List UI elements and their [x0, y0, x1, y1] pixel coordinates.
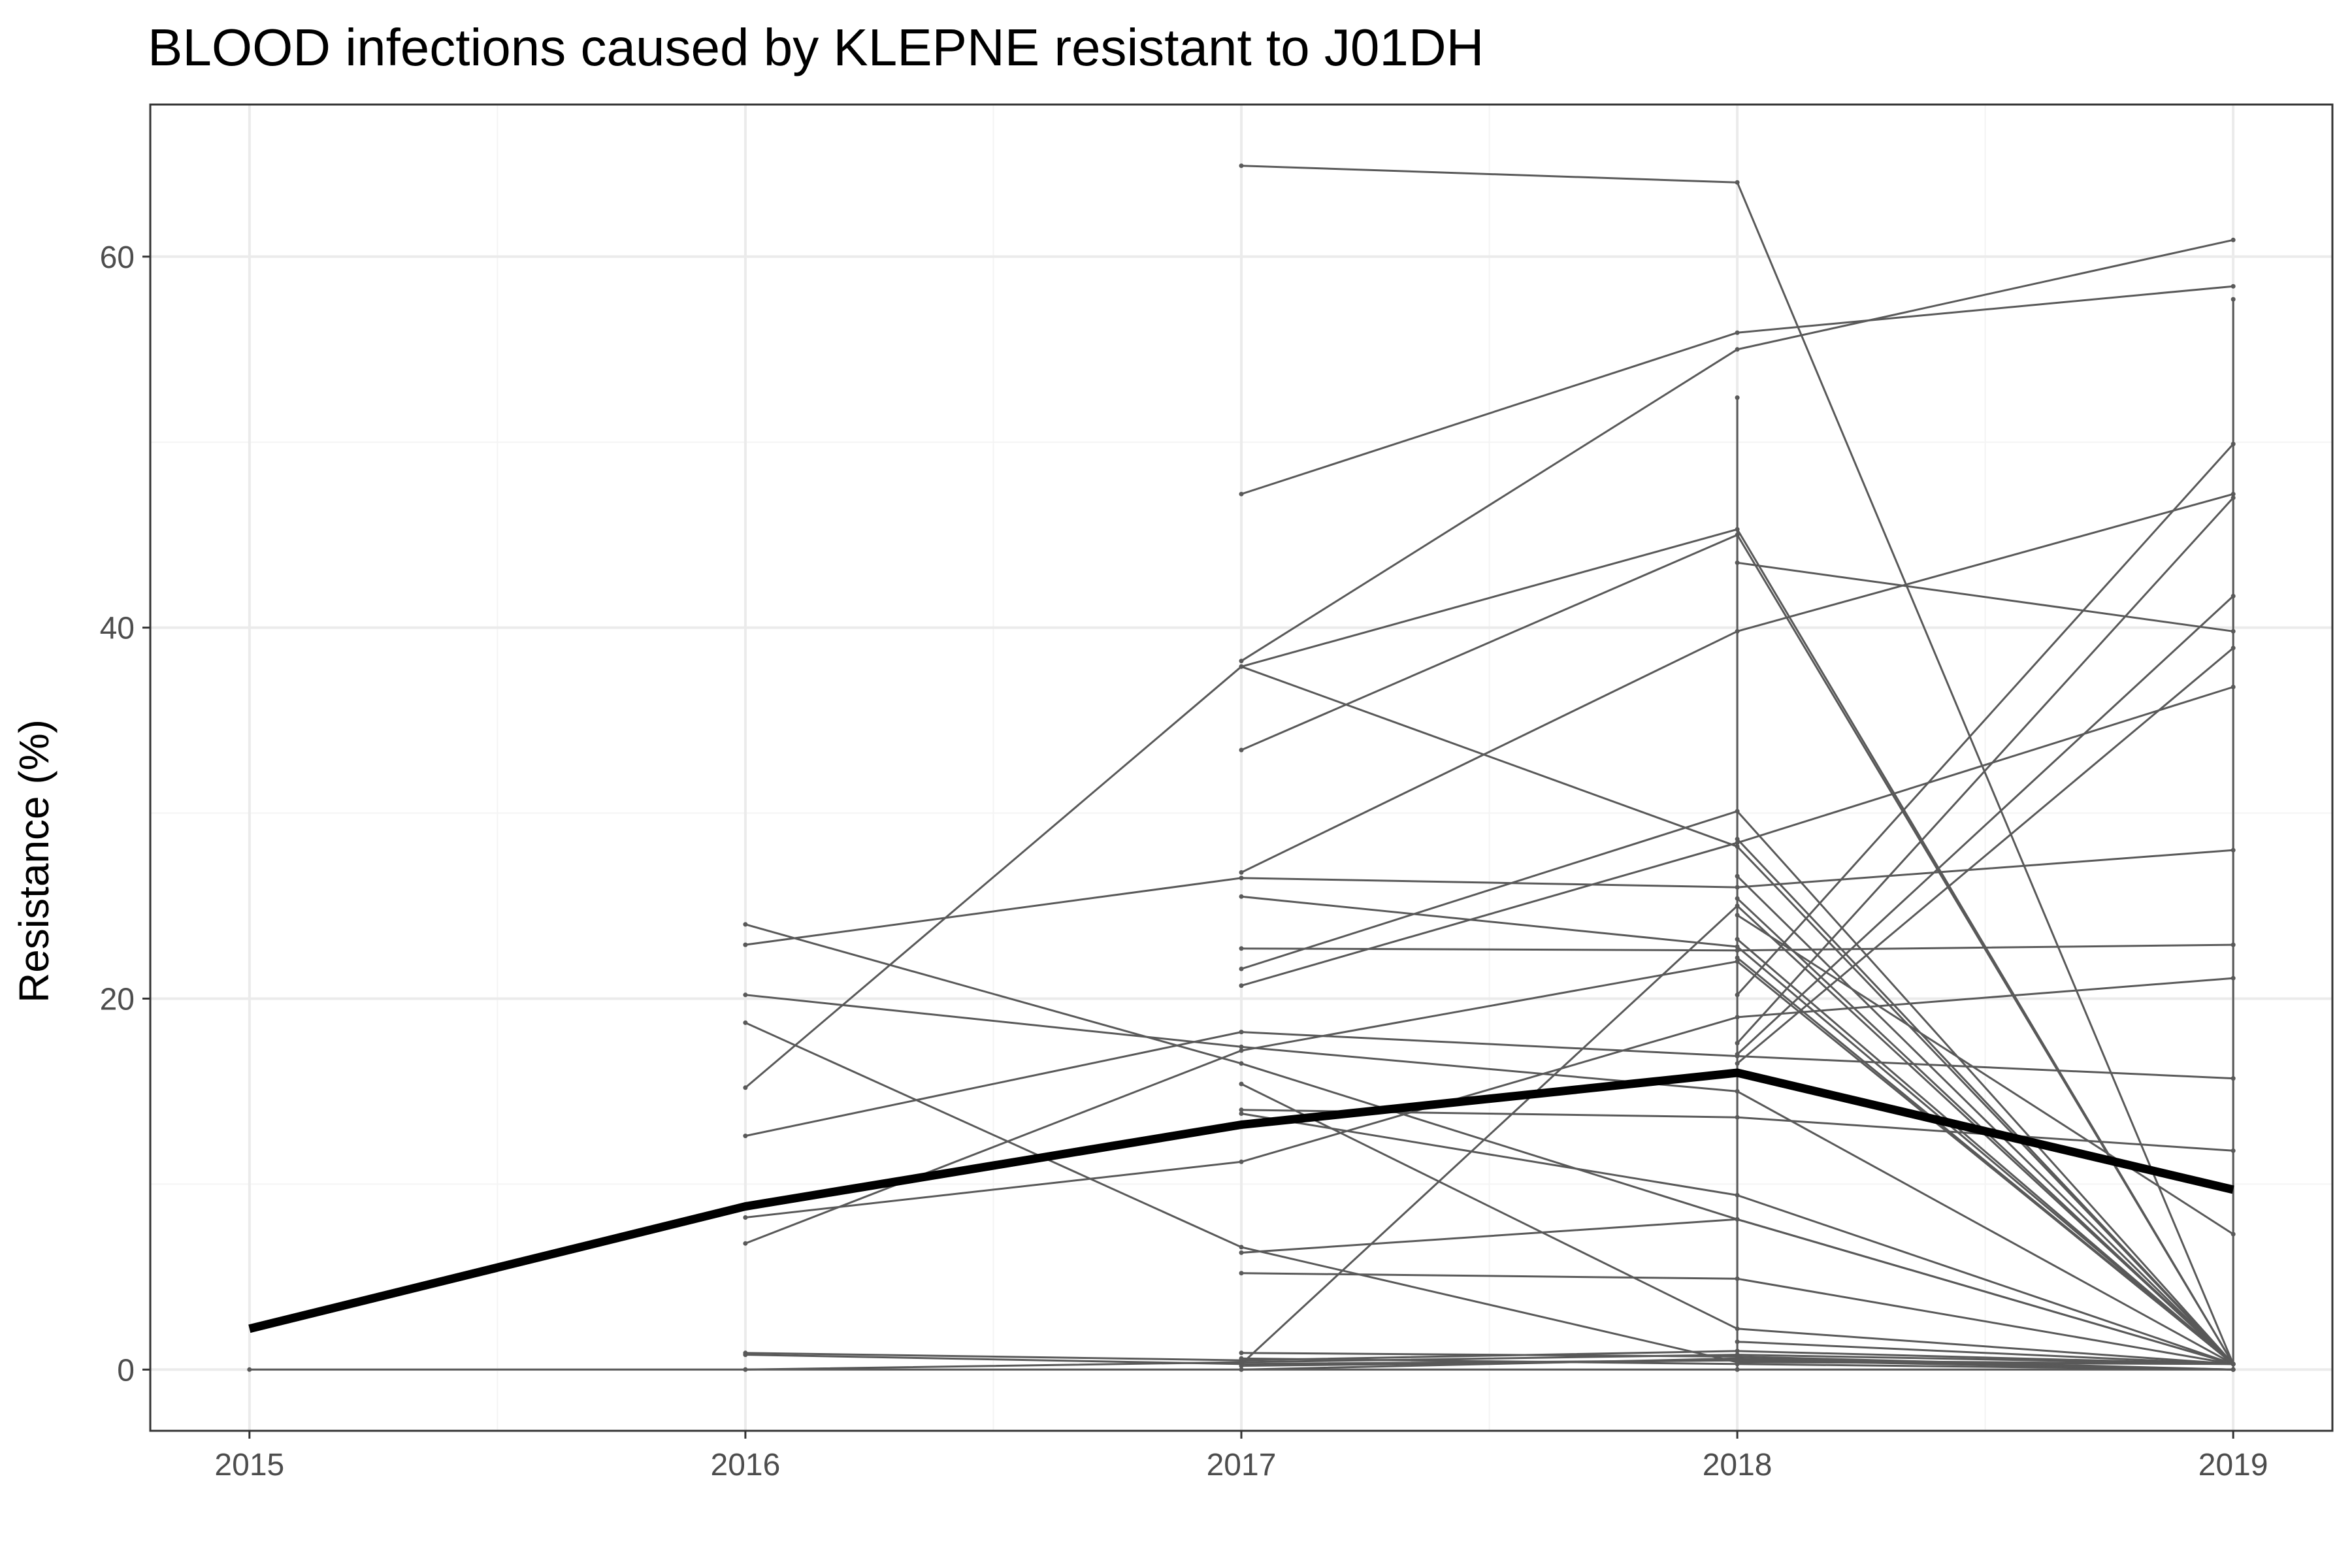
y-tick-label-0: 0 — [117, 1353, 135, 1388]
series-line-15 — [745, 1031, 2234, 1137]
series-lines — [247, 163, 2236, 1372]
series-point-15-1 — [1239, 1030, 1244, 1035]
series-point-0-1 — [1735, 180, 1740, 185]
series-point-15-0 — [743, 1134, 748, 1139]
series-point-16-1 — [1239, 1159, 1244, 1164]
series-point-12-1 — [1239, 1061, 1244, 1066]
x-tick-label-0: 2015 — [214, 1448, 284, 1482]
x-tick-label-4: 2019 — [2198, 1448, 2268, 1482]
x-tick-label-3: 2018 — [1703, 1448, 1772, 1482]
series-point-37-0 — [743, 1352, 748, 1358]
series-point-41-0 — [1239, 1364, 1244, 1369]
series-point-14-1 — [1239, 1245, 1244, 1250]
series-line-30 — [1737, 875, 2234, 1365]
series-line-13 — [745, 994, 2234, 1365]
series-point-43-1 — [743, 1367, 748, 1372]
series-point-45-0 — [2230, 1367, 2236, 1372]
series-line-32 — [1737, 914, 2234, 1235]
series-point-9-0 — [1239, 983, 1244, 988]
series-point-5-0 — [1239, 664, 1244, 669]
y-tick-label-1: 20 — [100, 982, 135, 1017]
series-point-44-0 — [1735, 1367, 1740, 1372]
series-point-18-0 — [1239, 1081, 1244, 1086]
series-point-17-1 — [1239, 1048, 1244, 1053]
series-point-39-0 — [1239, 1350, 1244, 1356]
series-point-45-1 — [2230, 297, 2236, 302]
series-line-29 — [1737, 647, 2234, 1064]
series-point-43-0 — [247, 1367, 252, 1372]
series-point-1-1 — [1735, 330, 1740, 335]
series-point-1-2 — [2230, 284, 2236, 289]
mean-trend — [248, 1068, 2234, 1333]
series-line-7 — [745, 849, 2234, 946]
axis-ticks — [142, 255, 2234, 1439]
series-line-35 — [1737, 1341, 2234, 1365]
series-point-16-0 — [743, 1215, 748, 1220]
y-tick-label-2: 40 — [100, 612, 135, 646]
series-line-28 — [1737, 595, 2234, 1055]
x-tick-label-2: 2017 — [1207, 1448, 1277, 1482]
series-line-34 — [1737, 956, 2234, 1365]
series-point-7-0 — [743, 942, 748, 947]
series-point-17-0 — [743, 1241, 748, 1246]
series-point-2-1 — [1735, 347, 1740, 352]
series-point-38-1 — [1239, 1360, 1244, 1365]
series-point-3-0 — [743, 1085, 748, 1090]
series-point-44-1 — [1735, 395, 1740, 400]
series-point-14-0 — [743, 1020, 748, 1025]
series-point-10-0 — [1239, 894, 1244, 899]
series-point-40-0 — [1239, 1356, 1244, 1361]
series-line-33 — [1737, 938, 2234, 1365]
series-point-13-1 — [1239, 1044, 1244, 1049]
mean-line — [248, 1068, 2234, 1333]
series-point-7-1 — [1239, 875, 1244, 881]
series-point-19-0 — [1239, 1107, 1244, 1113]
series-point-21-0 — [1239, 1250, 1244, 1255]
series-point-2-0 — [1239, 659, 1244, 664]
series-point-0-0 — [1239, 163, 1244, 169]
series-point-20-0 — [1239, 1111, 1244, 1116]
x-tick-label-1: 2016 — [711, 1448, 781, 1482]
series-point-22-0 — [1239, 1271, 1244, 1276]
series-line-17 — [745, 960, 2234, 1365]
series-point-11-0 — [1239, 946, 1244, 951]
series-line-26 — [1736, 443, 2234, 996]
series-line-16 — [745, 977, 2234, 1218]
series-point-12-0 — [743, 922, 748, 927]
series-point-8-0 — [1239, 966, 1244, 972]
series-line-38 — [745, 1354, 2234, 1371]
chart-title: BLOOD infections caused by KLEPNE resist… — [148, 18, 1484, 76]
series-line-25 — [1737, 838, 2234, 1365]
y-axis-title: Resistance (%) — [10, 719, 57, 1003]
y-tick-label-3: 60 — [100, 240, 135, 275]
series-line-27 — [1736, 497, 2234, 1044]
series-point-43-2 — [1239, 1367, 1244, 1372]
series-point-13-0 — [743, 992, 748, 998]
series-point-2-2 — [2230, 237, 2236, 242]
tick-labels: 2015 2016 2017 2018 2019 0 20 40 60 — [100, 240, 2268, 1482]
series-line-24 — [1737, 561, 2234, 632]
series-point-6-0 — [1239, 870, 1244, 875]
series-point-1-0 — [1239, 491, 1244, 497]
series-point-4-0 — [1239, 747, 1244, 753]
